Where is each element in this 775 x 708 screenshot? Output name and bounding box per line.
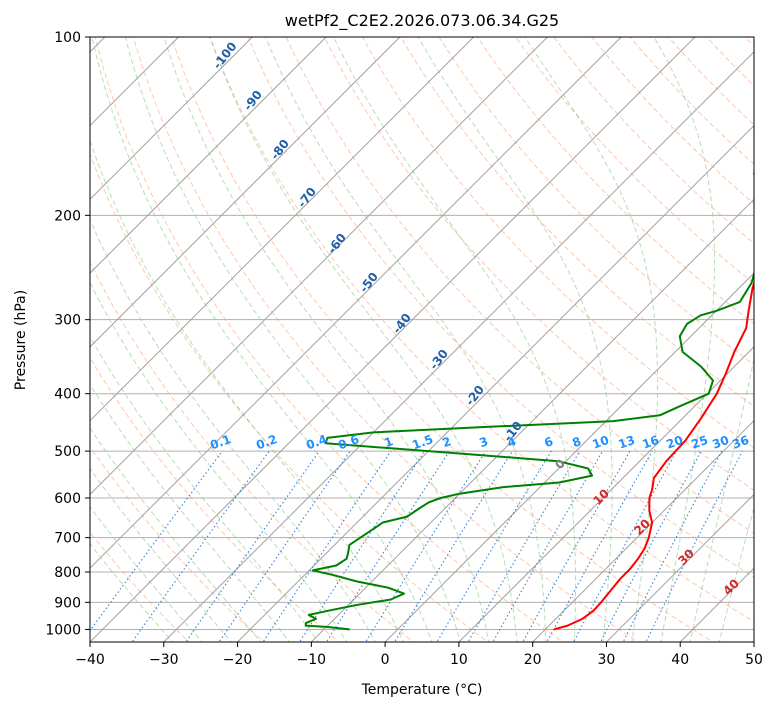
isotherm-gridline — [90, 37, 253, 201]
mixing-ratio-line — [131, 450, 270, 642]
mixing-ratio-label: 36 — [730, 433, 750, 452]
dry-adiabat-line — [438, 37, 754, 366]
y-axis-ticks: 100 200 300 400 500 600 700 800 900 1000 — [45, 30, 90, 638]
isotherm-gridline — [384, 272, 754, 642]
moist-adiabat-line — [90, 427, 262, 642]
isotherm-gridline — [90, 37, 327, 274]
isotherm-gridline — [90, 37, 548, 496]
y-tick-label: 800 — [54, 565, 81, 581]
y-tick-label: 1000 — [45, 622, 81, 638]
dry-adiabat-line — [90, 152, 490, 642]
isotherm-gridline — [606, 493, 754, 642]
x-tick-label: 50 — [745, 652, 763, 668]
moist-adiabat-line — [90, 383, 291, 642]
dry-adiabat-line — [362, 37, 754, 449]
mixing-ratio-label: 0.2 — [254, 432, 279, 452]
mixing-ratio-line — [572, 450, 677, 642]
mixing-ratio-label: 16 — [640, 433, 660, 452]
mixing-ratio-label: 0.4 — [304, 432, 329, 452]
y-tick-label: 700 — [54, 531, 81, 547]
x-tick-label: −30 — [149, 652, 179, 668]
mixing-ratio-label: 30 — [710, 433, 730, 452]
x-tick-label: 20 — [524, 652, 542, 668]
dry-adiabat-line — [285, 37, 754, 534]
x-tick-label: −40 — [75, 652, 105, 668]
x-tick-label: 30 — [598, 652, 616, 668]
y-tick-label: 500 — [54, 444, 81, 460]
isotherm-gridline — [310, 198, 754, 642]
dry-adiabat-line — [323, 37, 754, 491]
isotherm-gridline — [90, 37, 475, 422]
isotherm-gridline — [458, 346, 754, 642]
isotherm-gridline — [90, 37, 401, 348]
temperature-profile-line — [553, 280, 754, 631]
mixing-ratio-line — [393, 450, 513, 642]
mixing-ratio-line — [325, 450, 450, 642]
mixing-ratio-line — [467, 450, 581, 642]
dry-adiabat-line — [476, 37, 754, 325]
mixing-ratio-label: 20 — [664, 433, 684, 452]
dewpoint-profile-line — [304, 171, 754, 631]
plot-frame — [89, 36, 755, 643]
moist-adiabat-line — [91, 37, 433, 642]
mixing-ratio-label: 1.5 — [410, 432, 435, 452]
mixing-ratio-line — [262, 450, 392, 642]
x-axis-ticks: −40 −30 −20 −10 0 10 20 30 40 50 — [75, 642, 763, 668]
x-tick-label: 10 — [450, 652, 468, 668]
x-tick-label: 40 — [671, 652, 689, 668]
mixing-ratio-line — [622, 450, 723, 642]
background-lines — [90, 37, 754, 642]
y-tick-label: 300 — [54, 313, 81, 329]
isotherm-gridline — [532, 419, 754, 642]
chart-title: wetPf2_C2E2.2026.073.06.34.G25 — [285, 11, 559, 31]
x-tick-label: 0 — [381, 652, 390, 668]
plot-background — [90, 37, 754, 642]
isotherm-gridline — [90, 37, 696, 642]
isotherm-gridline — [163, 51, 754, 642]
x-tick-label: −20 — [223, 652, 253, 668]
mixing-ratio-line — [218, 450, 351, 642]
y-tick-label: 400 — [54, 387, 81, 403]
mixing-ratio-label: 10 — [590, 433, 610, 452]
y-axis-label: Pressure (hPa) — [13, 290, 29, 390]
y-tick-label: 100 — [54, 30, 81, 46]
x-axis-label: Temperature (°C) — [361, 682, 483, 698]
mixing-ratio-line — [599, 450, 702, 642]
isotherm-gridline — [90, 37, 622, 569]
mixing-ratio-line — [185, 450, 320, 642]
mixing-ratio-line — [90, 450, 223, 632]
mixing-ratio-label: 25 — [689, 433, 709, 452]
x-tick-label: −10 — [297, 652, 327, 668]
dry-adiabat-line — [247, 37, 754, 578]
y-tick-label: 200 — [54, 208, 81, 224]
mixing-ratio-label: 0.1 — [208, 432, 233, 452]
y-tick-label: 900 — [54, 595, 81, 611]
y-tick-label: 600 — [54, 491, 81, 507]
profile-lines — [304, 171, 754, 631]
mixing-ratio-label: 13 — [616, 433, 636, 452]
isotherm-gridline — [237, 124, 754, 642]
moist-adiabat-line — [90, 467, 233, 642]
mixing-ratio-label: 0.6 — [336, 432, 361, 452]
